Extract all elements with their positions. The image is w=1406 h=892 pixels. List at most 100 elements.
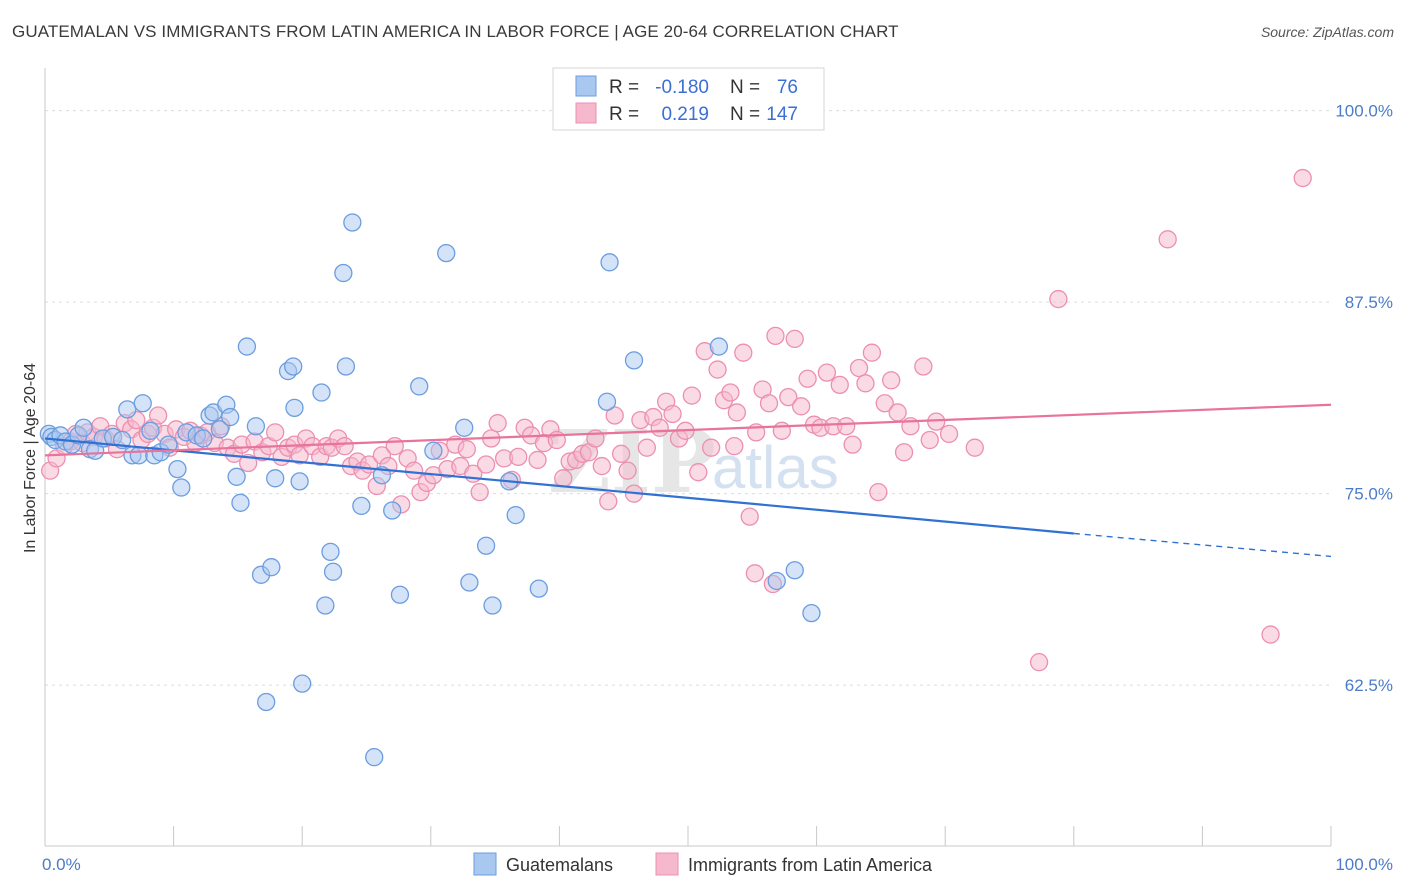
guatemalans-point-15	[129, 446, 149, 465]
immigrants-point-131	[875, 394, 894, 413]
guatemalans-point-71	[785, 561, 804, 580]
guatemalans-point-54	[383, 501, 402, 520]
guatemalans-point-41	[285, 398, 304, 417]
immigrants-point-91	[618, 461, 637, 480]
immigrants-point-105	[708, 360, 727, 379]
legend-item-guatemalans: Guatemalans	[506, 855, 613, 875]
guatemalans-point-38	[266, 469, 285, 488]
guatemalans-point-57	[424, 441, 443, 460]
guatemalans-point-68	[624, 351, 644, 370]
immigrants-point-104	[701, 438, 721, 457]
correlation-legend: R = -0.180 N = 76 R = 0.219 N = 147	[552, 67, 825, 131]
guatemalans-point-52	[365, 747, 384, 767]
guatemalans-point-66	[597, 392, 617, 411]
guatemalans-point-64	[506, 505, 525, 525]
trend-lines	[44, 403, 1332, 558]
guatemalans-point-69	[709, 337, 729, 356]
immigrants-point-88	[599, 492, 618, 511]
immigrants-point-116	[779, 387, 798, 407]
immigrants-point-94	[637, 438, 656, 457]
immigrants-point-77	[528, 450, 547, 470]
immigrants-point-101	[682, 386, 702, 405]
guatemalans-point-36	[257, 692, 276, 712]
immigrants-point-130	[869, 482, 888, 502]
guatemalans-point-46	[321, 542, 340, 562]
series-legend: Guatemalans Immigrants from Latin Americ…	[473, 852, 933, 876]
guatemalans-point-43	[293, 674, 312, 693]
immigrants-point-148	[725, 436, 744, 456]
legend-item-guatemalans-swatch	[473, 852, 497, 876]
guatemalans-point-32	[231, 493, 250, 512]
legend-swatch-pink	[575, 102, 597, 124]
immigrants-point-113	[759, 394, 779, 413]
immigrants-point-108	[727, 403, 747, 422]
guatemalans-point-21	[168, 459, 187, 479]
immigrants-point-58	[404, 461, 424, 480]
axes	[44, 68, 1332, 847]
y-tick-label-3: 100.0%	[1335, 102, 1393, 121]
guatemalans-point-61	[476, 536, 496, 555]
immigrants-point-145	[1293, 168, 1312, 188]
legend-item-immigrants: Immigrants from Latin America	[688, 855, 933, 875]
immigrants-point-142	[1049, 289, 1068, 309]
immigrants-point-129	[862, 343, 882, 362]
immigrants-point-127	[849, 358, 869, 378]
guatemalans-trend-line	[44, 437, 1074, 535]
immigrants-point-144	[1261, 625, 1280, 644]
immigrants-point-139	[939, 424, 959, 444]
legend-swatch-blue	[575, 75, 597, 97]
y-tick-label-0: 62.5%	[1345, 676, 1393, 695]
immigrants-point-133	[888, 403, 907, 422]
legend-item-immigrants-swatch	[655, 852, 679, 876]
immigrants-point-110	[740, 507, 759, 526]
immigrants-point-55	[385, 436, 404, 456]
immigrants-point-118	[792, 397, 811, 416]
guatemalans-point-30	[221, 407, 240, 427]
legend-r-value-1: -0.180	[655, 77, 709, 98]
immigrants-point-18	[149, 406, 168, 425]
y-tick-labels: 62.5% 75.0% 87.5% 100.0%	[1335, 102, 1393, 696]
immigrants-point-109	[734, 343, 753, 362]
guatemalans-point-51	[352, 496, 371, 516]
legend-box	[552, 67, 825, 131]
immigrants-point-74	[509, 447, 528, 467]
immigrants-point-81	[554, 469, 573, 488]
guatemalans-point-33	[237, 337, 257, 356]
immigrants-point-89	[605, 406, 624, 425]
legend-n-value-2: 147	[766, 104, 798, 125]
x-tick-label-1: 100.0%	[1335, 855, 1393, 874]
immigrants-point-71	[488, 414, 507, 433]
immigrants-point-96	[650, 418, 669, 437]
y-tick-label-2: 87.5%	[1345, 293, 1393, 312]
legend-r-label-1: R =	[609, 77, 639, 98]
guatemalans-trend-extension	[1073, 532, 1332, 558]
immigrants-point-124	[830, 375, 849, 395]
immigrants-point-36	[266, 423, 285, 442]
legend-r-value-2: 0.219	[661, 104, 709, 125]
immigrants-trend-line	[44, 403, 1332, 457]
immigrants-point-147	[745, 564, 765, 583]
guatemalans-point-62	[483, 596, 502, 615]
guatemalans-point-59	[455, 418, 474, 437]
immigrants-point-47	[335, 436, 354, 456]
guatemalans-point-40	[284, 357, 303, 376]
immigrants-point-107	[721, 383, 740, 402]
guatemalans-point-50	[343, 213, 362, 232]
immigrants-point-87	[592, 456, 611, 476]
immigrants-point-136	[914, 357, 933, 376]
guatemalans-point-60	[460, 573, 479, 592]
immigrants-point-128	[856, 374, 875, 393]
immigrants-point-69	[476, 455, 496, 474]
source-label: Source: ZipAtlas.com	[1260, 24, 1394, 40]
guatemalans-point-58	[437, 243, 456, 263]
immigrants-point-115	[772, 421, 792, 440]
immigrants-point-126	[843, 435, 862, 454]
immigrants-point-141	[1029, 653, 1049, 672]
grid-lines	[45, 110, 1331, 686]
guatemalans-point-28	[210, 420, 230, 439]
immigrants-point-32	[239, 453, 258, 473]
guatemalans-point-17	[141, 421, 160, 440]
y-tick-label-1: 75.0%	[1345, 485, 1393, 504]
immigrants-point-66	[457, 440, 476, 459]
immigrants-point-68	[470, 482, 489, 502]
